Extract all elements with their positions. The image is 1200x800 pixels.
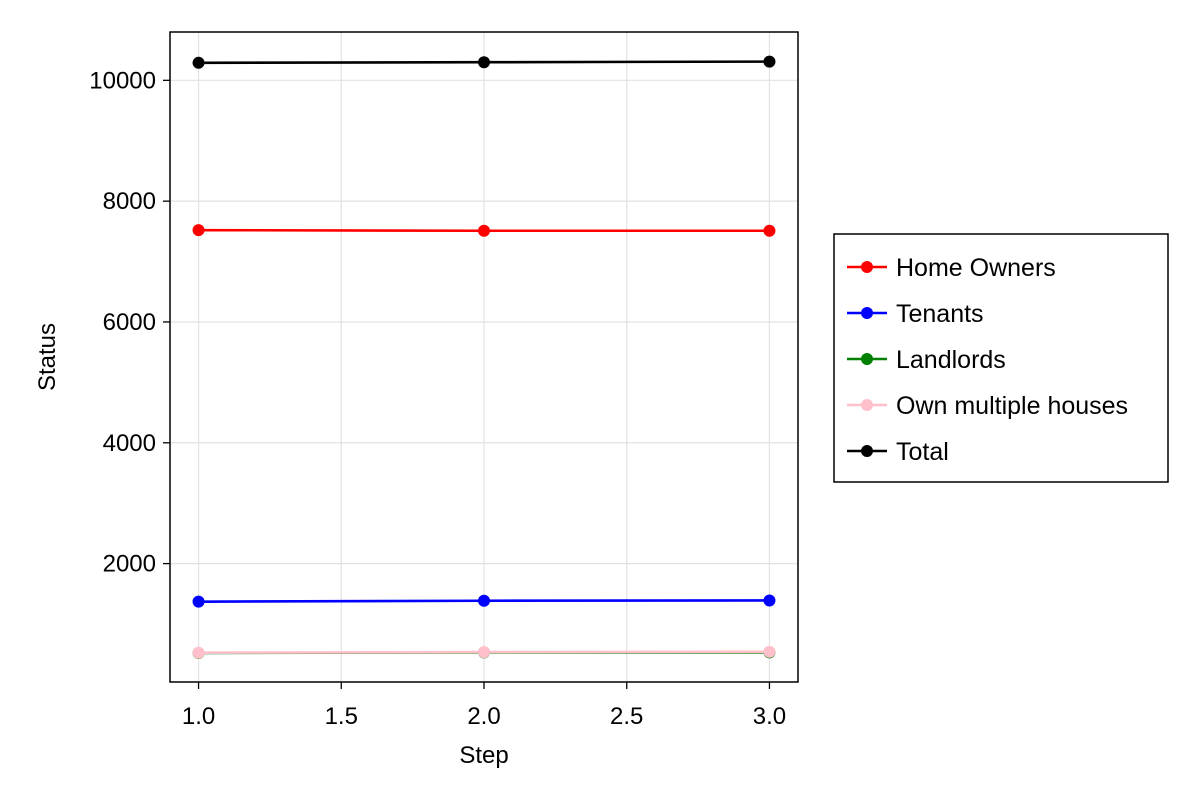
x-tick-label: 1.5 xyxy=(325,703,358,730)
data-point xyxy=(478,224,490,237)
data-point xyxy=(478,594,490,607)
data-point xyxy=(478,56,490,69)
y-tick-label: 2000 xyxy=(103,551,156,578)
y-tick-label: 6000 xyxy=(103,309,156,336)
series-tenants xyxy=(192,594,776,608)
legend-label: Total xyxy=(896,438,949,466)
x-tick-label: 2.0 xyxy=(467,703,500,730)
series-lines xyxy=(192,55,776,660)
legend-marker xyxy=(861,445,873,457)
y-tick-label: 4000 xyxy=(103,430,156,457)
legend-marker xyxy=(861,353,873,365)
data-point xyxy=(763,645,776,658)
y-tick-label: 10000 xyxy=(89,67,156,94)
series-home-owners xyxy=(192,224,776,237)
legend-frame xyxy=(833,233,1169,483)
legend-item: Total xyxy=(847,438,949,466)
data-point xyxy=(192,56,205,69)
data-point xyxy=(192,646,205,659)
legend-label: Tenants xyxy=(896,300,984,328)
series-total xyxy=(192,55,776,69)
legend-item: Home Owners xyxy=(847,254,1056,282)
grid-lines xyxy=(170,32,798,682)
x-axis-title: Step xyxy=(459,742,508,769)
x-tick-label: 3.0 xyxy=(753,703,786,730)
x-tick-label: 2.5 xyxy=(610,703,643,730)
legend-marker xyxy=(861,399,873,411)
legend-marker xyxy=(861,307,873,319)
legend-label: Landlords xyxy=(896,346,1006,374)
series-own-multiple-houses xyxy=(192,645,776,659)
data-point xyxy=(192,224,205,237)
axis-ticks: 1.0 1.5 2.0 2.5 3.0 2000 4000 6000 8000 10000 xyxy=(89,67,786,730)
legend-marker xyxy=(861,261,873,273)
data-point xyxy=(192,595,205,608)
y-axis-title: Status xyxy=(34,323,61,391)
x-tick-label: 1.0 xyxy=(182,703,215,730)
legend-item: Tenants xyxy=(847,300,984,328)
y-tick-label: 8000 xyxy=(103,188,156,215)
data-point xyxy=(763,55,776,68)
legend: Home Owners Tenants Landlords Own multiple … xyxy=(833,233,1169,483)
legend-item: Landlords xyxy=(847,346,1006,374)
legend-label: Own multiple houses xyxy=(896,392,1128,420)
data-point xyxy=(478,646,490,659)
data-point xyxy=(763,224,776,237)
data-point xyxy=(763,594,776,607)
legend-item: Own multiple houses xyxy=(847,392,1128,420)
legend-label: Home Owners xyxy=(896,254,1056,282)
